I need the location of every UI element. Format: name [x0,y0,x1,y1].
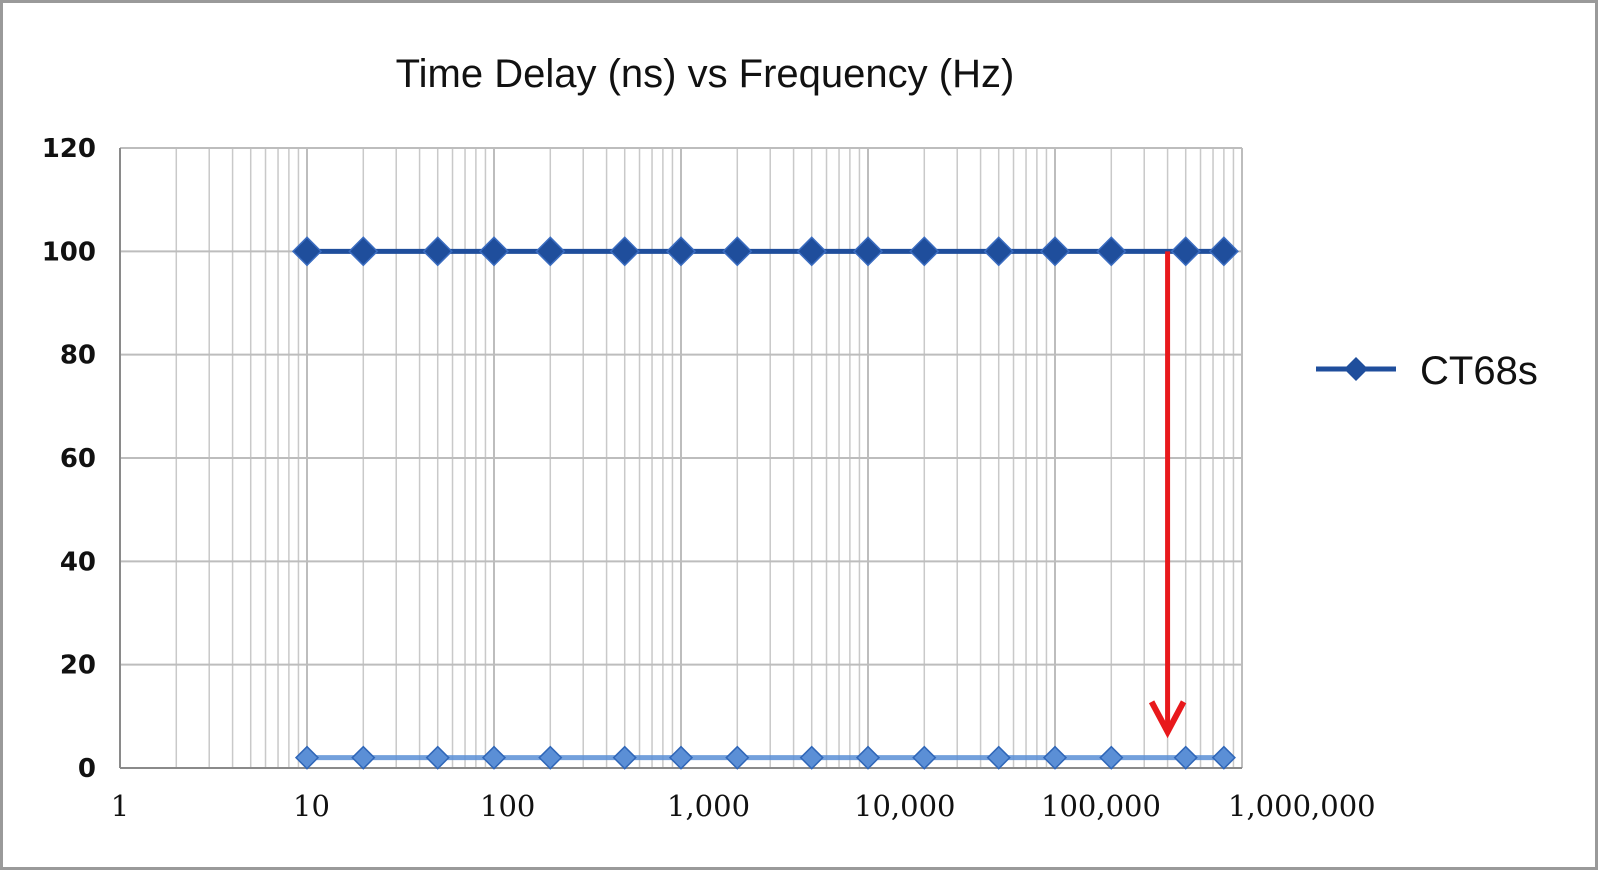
data-point-marker [481,745,507,770]
data-point-marker [422,236,453,267]
x-tick-label: 1,000 [667,789,750,823]
data-point-marker [665,236,697,267]
legend-label-ct68s: CT68s [1420,349,1538,393]
x-tick-label: 100 [480,789,535,823]
annotation-layer [1148,251,1187,739]
x-tick-label: 1 [111,789,129,823]
data-point-marker [535,236,566,267]
x-tick-label: 10 [293,789,330,823]
x-tick-label: 1,000,000 [1228,789,1376,823]
y-tick-label: 40 [60,547,96,577]
annotation-arrow-head [1148,700,1187,739]
data-point-marker [294,745,320,770]
data-point-marker [291,236,323,267]
data-point-marker [983,236,1014,267]
legend-marker-ct68s [1344,357,1368,381]
y-tick-label: 80 [60,341,96,371]
data-point-marker [612,745,637,770]
y-tick-label: 100 [42,237,96,267]
data-point-marker [425,745,450,770]
data-point-marker [796,236,827,267]
y-tick-label: 20 [60,651,96,681]
data-point-marker [909,236,940,267]
data-point-marker [799,745,824,770]
series-layer [291,236,1239,770]
x-tick-label: 100,000 [1041,789,1161,823]
data-point-marker [912,745,937,770]
data-point-marker [1096,236,1127,267]
y-tick-label: 60 [60,444,96,474]
data-point-marker [538,745,563,770]
data-point-marker [1208,236,1239,267]
data-point-marker [855,745,881,770]
data-point-marker [986,745,1011,770]
data-point-marker [609,236,640,267]
data-point-marker [725,745,750,770]
data-point-marker [478,236,510,267]
y-tick-label: 120 [42,134,96,164]
x-tick-label: 10,000 [854,789,955,823]
data-point-marker [1039,236,1071,267]
data-point-marker [852,236,884,267]
data-point-marker [1211,745,1236,770]
data-point-marker [1099,745,1124,770]
legend: CT68s [1316,349,1538,393]
data-point-marker [1173,745,1198,770]
data-point-marker [351,745,376,770]
y-tick-label: 0 [78,754,96,784]
data-point-marker [348,236,379,267]
chart-title: Time Delay (ns) vs Frequency (Hz) [396,52,1015,96]
data-point-marker [668,745,694,770]
data-point-marker [1042,745,1068,770]
data-point-marker [722,236,753,267]
data-point-marker [1170,236,1201,267]
